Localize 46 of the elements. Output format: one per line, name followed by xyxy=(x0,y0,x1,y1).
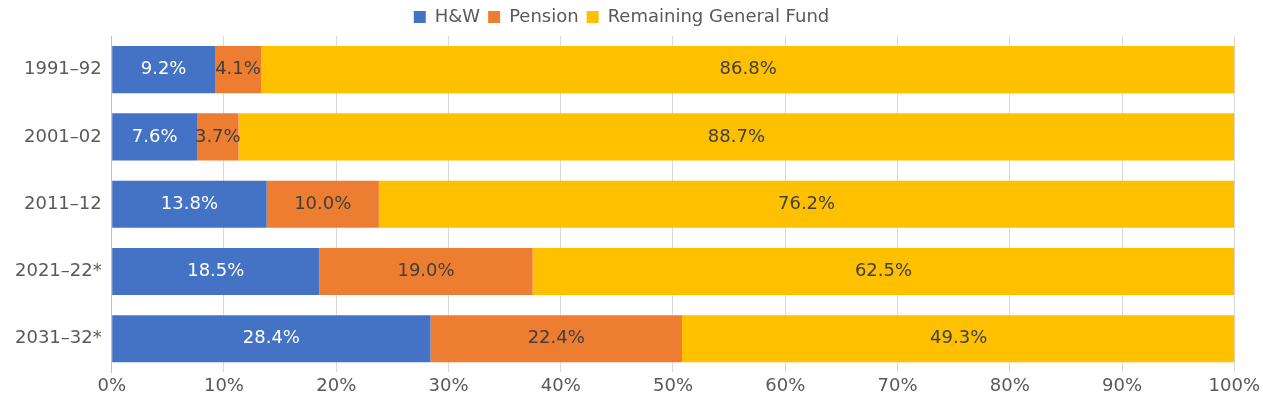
data-label: 9.2% xyxy=(140,57,187,79)
x-tick-label: 50% xyxy=(652,373,693,395)
legend-label: H&W xyxy=(434,4,481,26)
bar xyxy=(378,180,1235,228)
y-tick-label: 2031–32* xyxy=(14,326,102,348)
data-label: 28.4% xyxy=(242,326,300,348)
bar xyxy=(261,46,1235,94)
x-tick-label: 30% xyxy=(428,373,469,395)
legend-label: Remaining General Fund xyxy=(607,4,830,26)
bar xyxy=(238,113,1235,161)
y-tick-label: 1991–92 xyxy=(23,57,102,79)
data-label: 18.5% xyxy=(187,259,245,281)
bar xyxy=(112,180,267,228)
data-label: 49.3% xyxy=(930,326,988,348)
bar xyxy=(266,180,379,228)
data-label: 7.6% xyxy=(131,124,178,146)
bar xyxy=(112,315,431,363)
x-tick-label: 40% xyxy=(540,373,581,395)
data-label: 88.7% xyxy=(707,124,766,146)
x-tick-label: 10% xyxy=(203,373,244,395)
bar xyxy=(112,46,215,94)
x-tick-label: 90% xyxy=(1102,373,1143,395)
data-label: 62.5% xyxy=(854,259,913,281)
bar xyxy=(430,315,682,363)
bar xyxy=(681,315,1235,363)
x-tick-label: 80% xyxy=(989,373,1030,395)
legend-label: Pension xyxy=(509,4,579,26)
data-label: 10.0% xyxy=(294,191,352,213)
x-tick-label: 100% xyxy=(1208,373,1260,395)
data-label: 19.0% xyxy=(397,259,455,281)
data-label: 86.8% xyxy=(719,57,777,79)
x-tick-label: 70% xyxy=(877,373,918,395)
bar xyxy=(319,247,533,296)
data-label: 4.1% xyxy=(215,57,261,79)
bar xyxy=(532,247,1235,296)
x-tick-label: 20% xyxy=(316,373,357,395)
x-tick-label: 60% xyxy=(765,373,806,395)
bar xyxy=(112,113,198,161)
y-tick-label: 2001–02 xyxy=(23,124,102,146)
x-tick-label: 0% xyxy=(97,373,126,395)
y-tick-label: 2011–12 xyxy=(23,191,102,213)
bar xyxy=(112,247,320,296)
y-tick-label: 2021–22* xyxy=(14,259,102,281)
data-label: 76.2% xyxy=(777,191,836,213)
data-label: 13.8% xyxy=(160,191,219,213)
data-label: 22.4% xyxy=(527,326,585,348)
